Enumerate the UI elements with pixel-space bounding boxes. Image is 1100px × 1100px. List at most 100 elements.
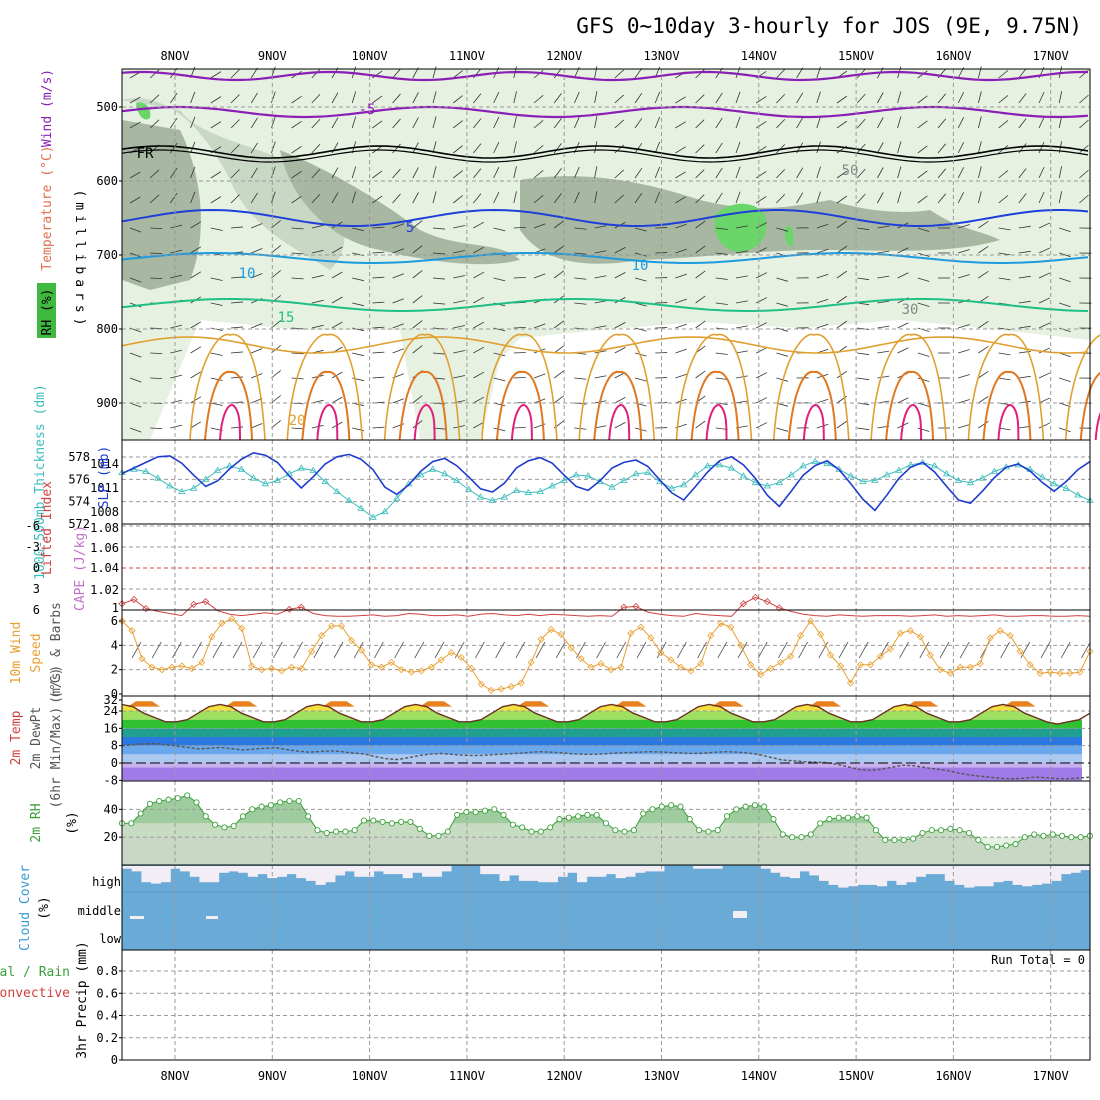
wind-barb <box>432 116 437 129</box>
wind-barb <box>392 68 401 79</box>
upper-yticks: 500 600 700 800 900 <box>96 100 122 410</box>
wind-barb <box>392 118 401 129</box>
wind-barb <box>614 422 626 429</box>
warm-dome-20 <box>189 333 266 441</box>
warm-dome-20 <box>675 333 753 441</box>
wind-barb <box>816 116 821 129</box>
rh2m-point <box>528 828 535 835</box>
wind-barb <box>150 277 163 280</box>
wind-barb <box>271 320 281 329</box>
wind-barb <box>311 93 321 104</box>
wind-barb <box>452 70 463 79</box>
cloud-high-gap <box>247 866 258 877</box>
rh2m-point <box>407 818 414 825</box>
wind-barb <box>594 325 607 329</box>
wind-barb <box>170 374 183 379</box>
rh2m-point <box>686 816 693 823</box>
wind-barb <box>1038 297 1051 304</box>
rh2m-point <box>481 807 489 814</box>
li-point <box>142 605 150 613</box>
cloud-high-gap <box>1022 866 1033 887</box>
thickness-point <box>381 507 389 515</box>
wind10-line-path <box>121 617 1091 691</box>
wind-barb <box>473 193 482 204</box>
cloud-high-gap <box>189 866 200 877</box>
cloud-high-gap <box>1031 866 1042 885</box>
wind-barb <box>856 168 866 179</box>
wind-barb <box>574 166 580 179</box>
rh2m-point <box>360 817 368 824</box>
wind-barb <box>675 248 687 254</box>
thickness-point <box>859 477 867 484</box>
wind-barb <box>897 397 909 404</box>
wind-barb <box>594 166 598 179</box>
rh2m-point <box>556 816 563 823</box>
cloud-high-gap <box>489 866 500 875</box>
rh2m-point <box>444 828 451 835</box>
wind-barb <box>917 95 928 104</box>
wind-barb <box>856 193 866 204</box>
thickness-point <box>524 488 533 496</box>
wind-barb <box>129 402 142 408</box>
wind-barb <box>230 194 240 204</box>
wind-barb <box>1059 377 1071 383</box>
wind-barb <box>958 274 970 279</box>
wind-barb <box>796 92 804 104</box>
wind10-point <box>797 632 805 640</box>
wind-barb <box>473 346 485 354</box>
dewpoint-line <box>121 742 1091 780</box>
wind10-barb <box>151 641 162 659</box>
thickness-point <box>739 472 748 479</box>
temp-peak <box>322 701 355 707</box>
wind10-point <box>537 635 545 643</box>
wind-barb <box>493 327 506 332</box>
wind-barb <box>836 420 848 429</box>
wind-barb <box>937 143 947 154</box>
rh2m-point <box>854 813 861 820</box>
warm-dome-30 <box>608 404 631 441</box>
wind-barb <box>1038 322 1051 329</box>
bottom-day-label: 8NOV <box>161 1069 190 1083</box>
wind10-barb <box>1060 641 1071 659</box>
wind-barb <box>715 377 728 380</box>
wind10-point <box>437 656 445 664</box>
y-tick-label: 0.4 <box>96 1009 118 1023</box>
cloud-high-gap <box>1012 866 1023 885</box>
wind-barb <box>735 325 748 329</box>
wind10-point <box>477 680 485 688</box>
rh2m-point <box>1068 834 1075 841</box>
wind-barb <box>352 227 364 232</box>
wind-barb <box>776 277 789 282</box>
wind10-barb <box>131 641 142 659</box>
temp-peak <box>614 701 647 707</box>
cloud-high-gap <box>431 866 442 877</box>
cloud-high-gap <box>509 866 520 876</box>
li-point <box>202 598 210 606</box>
cloud-high-gap <box>305 866 316 881</box>
wind-barb <box>654 191 661 204</box>
cloud-low-label: low <box>99 932 121 946</box>
wind-barb <box>210 352 223 356</box>
wind-barb <box>150 427 163 430</box>
thickness-point <box>488 496 497 503</box>
wind-barb <box>917 227 930 232</box>
wind-barb <box>614 322 626 329</box>
rh2m-point <box>174 795 181 802</box>
wind-barb <box>756 422 768 429</box>
wind-barb <box>291 252 304 255</box>
cloud-high-gap <box>693 866 704 869</box>
wind-barb <box>291 170 302 179</box>
thickness-point <box>213 466 222 473</box>
wind-barb <box>917 120 928 129</box>
temp-peak <box>711 701 744 707</box>
wind10-point <box>767 664 775 673</box>
rh2m-point <box>826 816 833 823</box>
cloud-high-gap <box>877 866 888 887</box>
wind-barb <box>1018 225 1031 229</box>
wind10-point <box>986 634 994 642</box>
cloud-panel: high middle low Cloud Cover (%) <box>18 864 1091 951</box>
wind-barb <box>190 141 196 154</box>
warm-dome-25 <box>301 370 351 441</box>
rh2m-label-a: 2m RH <box>29 803 44 842</box>
